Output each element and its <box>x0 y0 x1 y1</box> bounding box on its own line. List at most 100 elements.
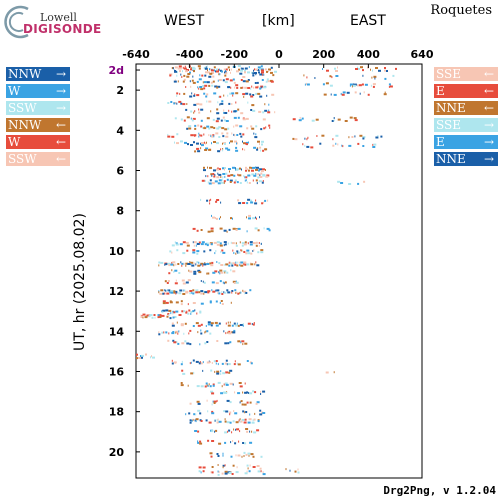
drift-mark <box>159 316 162 318</box>
drift-mark <box>202 361 204 364</box>
drift-mark <box>171 362 174 365</box>
drift-mark <box>242 86 244 89</box>
drift-mark <box>164 289 166 292</box>
drift-mark <box>257 66 261 69</box>
drift-mark <box>189 402 192 405</box>
drift-mark <box>180 303 183 306</box>
drift-mark <box>237 292 240 295</box>
drift-mark <box>225 69 226 72</box>
drift-mark <box>191 264 195 267</box>
y-tick-label: 6 <box>116 165 124 178</box>
drift-mark <box>197 150 201 153</box>
drift-mark <box>252 466 256 468</box>
drift-mark <box>237 363 241 366</box>
drift-mark <box>247 71 250 74</box>
drift-mark <box>261 86 263 89</box>
drift-mark <box>259 413 263 416</box>
drift-mark <box>304 83 306 86</box>
legend-left-item-2: SSW → <box>6 101 70 115</box>
drift-mark <box>205 66 207 69</box>
drift-mark <box>354 135 356 138</box>
drift-mark <box>256 465 260 467</box>
drift-mark <box>176 291 178 294</box>
drift-mark <box>179 92 181 95</box>
drift-mark <box>211 135 214 138</box>
drift-mark <box>142 316 144 319</box>
drift-mark <box>252 455 255 458</box>
drift-mark <box>358 67 360 70</box>
drift-mark <box>255 125 258 128</box>
drift-mark <box>306 145 310 148</box>
drift-mark <box>243 261 247 264</box>
drift-mark <box>342 145 344 148</box>
drift-mark <box>245 169 247 172</box>
drift-mark <box>219 269 223 272</box>
drift-mark <box>252 109 256 112</box>
drift-mark <box>262 73 264 76</box>
legend-label: NNW <box>8 67 42 81</box>
drift-mark <box>247 198 251 201</box>
drift-mark <box>216 217 218 220</box>
drift-mark <box>237 65 241 67</box>
drift-mark <box>229 321 231 324</box>
x-tick-label: 400 <box>357 48 380 61</box>
drift-mark <box>245 252 248 255</box>
drift-mark <box>241 67 244 70</box>
drift-mark <box>232 262 236 265</box>
drift-mark <box>252 217 255 220</box>
drift-mark <box>160 289 164 292</box>
drift-mark <box>204 262 206 264</box>
drift-mark <box>230 174 234 177</box>
drift-mark <box>212 173 215 175</box>
drift-mark <box>236 70 239 73</box>
drift-mark <box>242 323 244 325</box>
drift-mark <box>235 167 236 170</box>
drift-mark <box>172 339 175 342</box>
drift-mark <box>388 85 390 88</box>
drift-mark <box>197 65 201 68</box>
drift-mark <box>264 109 268 112</box>
drift-mark <box>216 340 219 342</box>
drift-mark <box>173 311 176 314</box>
drift-mark <box>268 109 270 112</box>
drift-mark <box>245 453 248 456</box>
drift-mark <box>221 290 223 293</box>
drift-mark <box>149 314 153 317</box>
drift-mark <box>208 100 212 103</box>
drift-mark <box>298 119 302 122</box>
drift-mark <box>212 290 216 293</box>
drift-mark <box>167 339 170 342</box>
drift-mark <box>136 353 138 356</box>
drift-mark <box>209 262 212 265</box>
drift-mark <box>168 264 171 267</box>
drift-mark <box>176 74 178 77</box>
drift-mark <box>207 384 209 387</box>
drift-mark <box>232 464 235 467</box>
drift-mark <box>262 111 265 114</box>
drift-mark <box>206 199 209 202</box>
drift-mark <box>249 93 252 96</box>
drift-mark <box>196 94 200 97</box>
drift-mark <box>263 73 265 76</box>
drift-mark <box>204 291 208 294</box>
drift-mark <box>222 135 225 138</box>
drift-mark <box>173 80 177 83</box>
drift-mark <box>145 353 147 356</box>
drift-mark <box>335 75 339 77</box>
drift-mark <box>224 382 228 385</box>
drift-mark <box>223 410 226 413</box>
drift-mark <box>230 301 232 304</box>
drift-mark <box>325 371 329 374</box>
drift-mark <box>154 316 156 319</box>
drift-mark <box>270 71 273 74</box>
drift-mark <box>208 421 212 424</box>
drift-mark <box>193 413 196 416</box>
drift-mark <box>255 216 256 219</box>
drift-mark <box>246 202 249 205</box>
drift-mark <box>196 400 200 403</box>
drift-mark <box>217 85 221 88</box>
drift-mark <box>199 311 202 314</box>
drift-mark <box>195 360 199 363</box>
drift-mark <box>161 331 164 334</box>
